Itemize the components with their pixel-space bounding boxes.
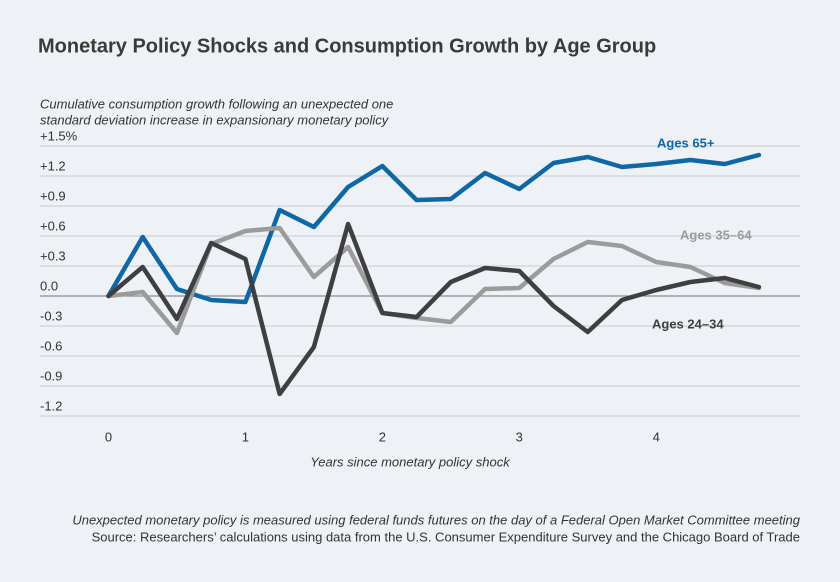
y-tick-label: -0.6: [40, 338, 62, 353]
x-tick-label: 2: [379, 429, 386, 444]
subtitle: Cumulative consumption growth following …: [40, 96, 393, 111]
x-tick-label: 4: [653, 429, 660, 444]
y-tick-label: 0.0: [40, 278, 58, 293]
series-line: [106, 152, 762, 305]
series-label: Ages 24–34: [652, 316, 724, 331]
source: Source: Researchers’ calculations using …: [92, 529, 800, 544]
y-tick-label: -0.9: [40, 368, 62, 383]
y-tick-label: +1.2: [40, 158, 66, 173]
x-axis-label: Years since monetary policy shock: [310, 454, 511, 469]
series-label: Ages 65+: [657, 135, 715, 150]
subtitle: standard deviation increase in expansion…: [40, 112, 390, 127]
x-tick-label: 1: [242, 429, 249, 444]
y-tick-label: +0.3: [40, 248, 66, 263]
series-line: [106, 221, 762, 397]
x-tick-label: 3: [516, 429, 523, 444]
note: Unexpected monetary policy is measured u…: [72, 512, 800, 527]
x-tick-label: 0: [105, 429, 112, 444]
chart-title: Monetary Policy Shocks and Consumption G…: [38, 35, 656, 57]
y-tick-label: -0.3: [40, 308, 62, 323]
y-tick-label: +0.6: [40, 218, 66, 233]
series-line: [106, 225, 762, 336]
y-tick-label: +1.5%: [40, 128, 78, 143]
series-label: Ages 35–64: [680, 227, 752, 242]
y-tick-label: -1.2: [40, 398, 62, 413]
y-tick-label: +0.9: [40, 188, 66, 203]
